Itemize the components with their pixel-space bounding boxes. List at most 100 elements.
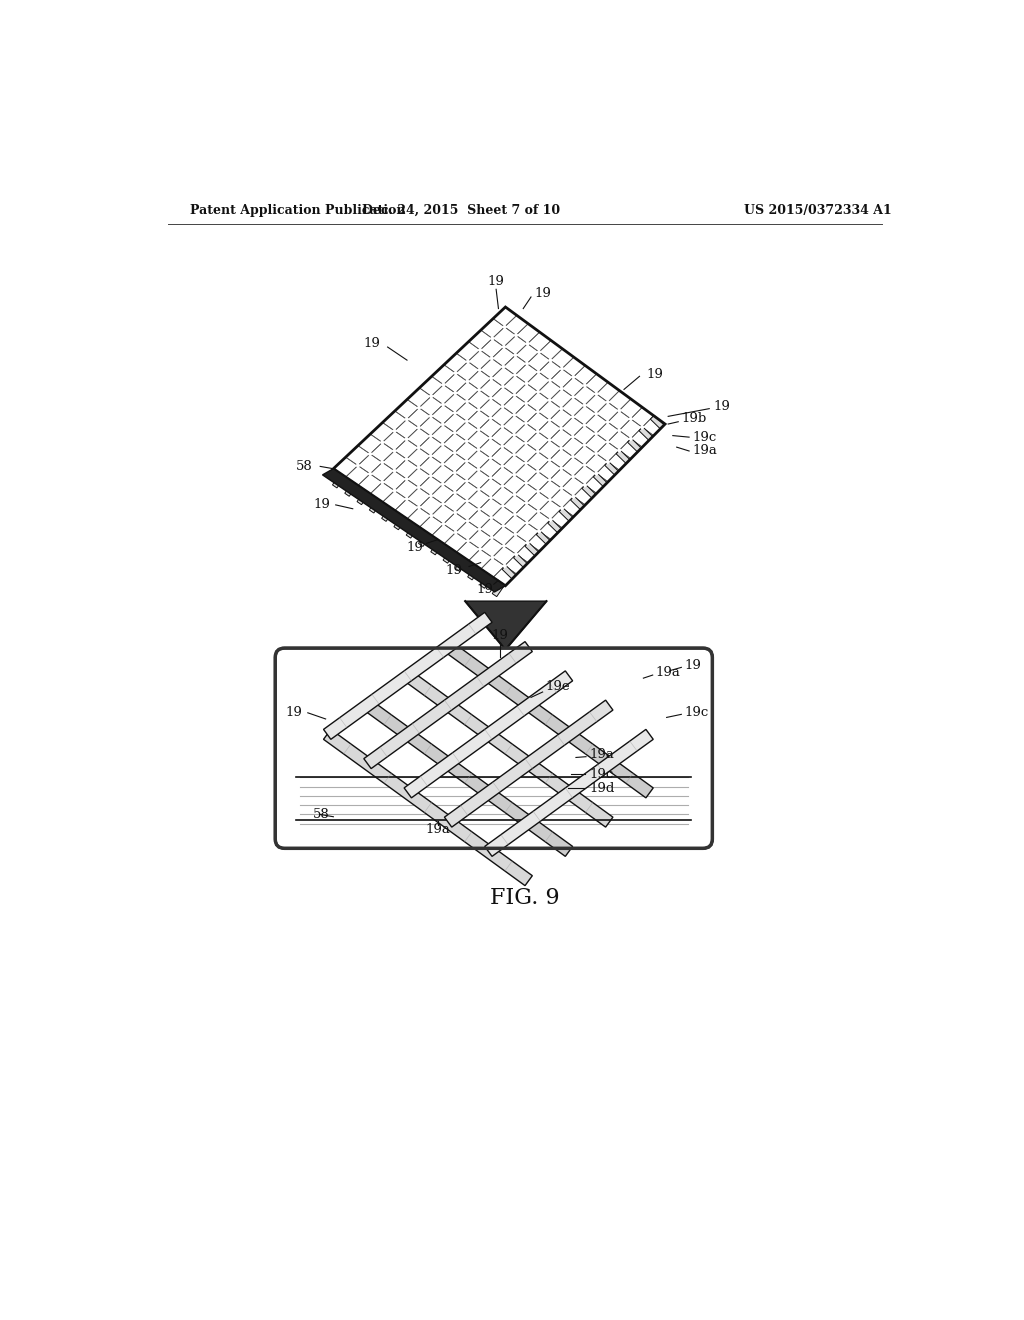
Polygon shape xyxy=(417,405,422,411)
Polygon shape xyxy=(440,401,445,408)
Polygon shape xyxy=(593,430,599,437)
Text: 19: 19 xyxy=(535,286,551,300)
Polygon shape xyxy=(444,642,653,797)
Text: 58: 58 xyxy=(312,808,329,821)
Polygon shape xyxy=(416,484,422,490)
Polygon shape xyxy=(536,469,541,474)
Polygon shape xyxy=(536,508,542,513)
Polygon shape xyxy=(324,612,493,739)
Polygon shape xyxy=(464,478,469,483)
Polygon shape xyxy=(431,540,443,554)
Polygon shape xyxy=(501,523,506,529)
Polygon shape xyxy=(547,378,553,383)
Polygon shape xyxy=(628,438,641,451)
Polygon shape xyxy=(476,426,481,433)
Polygon shape xyxy=(548,519,561,533)
Polygon shape xyxy=(594,471,599,477)
Polygon shape xyxy=(465,539,471,544)
Polygon shape xyxy=(605,440,610,445)
Polygon shape xyxy=(547,397,552,403)
Polygon shape xyxy=(547,417,552,422)
Polygon shape xyxy=(512,473,517,478)
Polygon shape xyxy=(364,642,532,768)
Polygon shape xyxy=(570,474,575,479)
Polygon shape xyxy=(465,601,547,649)
Polygon shape xyxy=(500,503,506,508)
Polygon shape xyxy=(487,475,494,480)
Polygon shape xyxy=(536,409,541,414)
Polygon shape xyxy=(468,565,480,579)
Polygon shape xyxy=(628,436,634,441)
Polygon shape xyxy=(616,408,622,413)
Polygon shape xyxy=(525,543,539,556)
Polygon shape xyxy=(502,565,516,579)
Polygon shape xyxy=(453,490,458,495)
Text: 19: 19 xyxy=(286,706,302,719)
Polygon shape xyxy=(419,532,431,546)
Text: FIG. 9: FIG. 9 xyxy=(490,887,559,908)
Polygon shape xyxy=(500,444,505,449)
Polygon shape xyxy=(513,333,519,338)
Polygon shape xyxy=(465,519,470,524)
Polygon shape xyxy=(524,500,529,506)
Polygon shape xyxy=(500,483,505,488)
Text: 19c: 19c xyxy=(684,706,709,719)
Polygon shape xyxy=(428,453,433,458)
Polygon shape xyxy=(582,442,587,447)
Polygon shape xyxy=(570,375,577,380)
Text: 19: 19 xyxy=(684,659,701,672)
Polygon shape xyxy=(501,345,507,350)
Polygon shape xyxy=(476,507,482,512)
Polygon shape xyxy=(524,360,529,366)
Polygon shape xyxy=(501,544,507,549)
Polygon shape xyxy=(537,350,542,355)
Polygon shape xyxy=(440,422,445,428)
Text: 19: 19 xyxy=(364,337,381,350)
Polygon shape xyxy=(417,504,422,510)
Polygon shape xyxy=(558,426,564,432)
Polygon shape xyxy=(480,574,493,589)
Text: 19e: 19e xyxy=(546,680,570,693)
Polygon shape xyxy=(452,430,458,436)
Text: 19: 19 xyxy=(407,541,423,554)
Polygon shape xyxy=(404,417,410,422)
Polygon shape xyxy=(536,488,541,494)
Polygon shape xyxy=(416,425,422,430)
Polygon shape xyxy=(464,458,469,463)
Polygon shape xyxy=(511,451,517,458)
Polygon shape xyxy=(547,457,552,462)
Polygon shape xyxy=(489,355,495,362)
Text: 19c: 19c xyxy=(589,768,613,781)
Polygon shape xyxy=(570,454,575,459)
Polygon shape xyxy=(404,496,410,502)
Text: 19d: 19d xyxy=(589,781,614,795)
Polygon shape xyxy=(428,494,433,499)
Polygon shape xyxy=(513,554,527,568)
Polygon shape xyxy=(368,471,373,477)
Polygon shape xyxy=(440,482,445,487)
Text: 19: 19 xyxy=(492,630,509,643)
Polygon shape xyxy=(488,495,494,500)
Polygon shape xyxy=(443,549,456,564)
Text: 19c: 19c xyxy=(692,430,717,444)
Polygon shape xyxy=(357,490,370,504)
Polygon shape xyxy=(487,455,494,461)
Polygon shape xyxy=(453,510,458,515)
Polygon shape xyxy=(465,379,470,384)
Text: 19: 19 xyxy=(445,564,462,577)
Polygon shape xyxy=(333,474,345,488)
Polygon shape xyxy=(513,352,518,358)
Text: 19: 19 xyxy=(646,367,664,380)
Polygon shape xyxy=(558,446,564,451)
Polygon shape xyxy=(582,462,588,467)
Text: 19a: 19a xyxy=(692,445,717,458)
Polygon shape xyxy=(535,429,541,434)
Polygon shape xyxy=(582,422,587,428)
Polygon shape xyxy=(570,395,575,400)
Polygon shape xyxy=(345,482,357,496)
Polygon shape xyxy=(428,473,433,479)
Polygon shape xyxy=(536,370,542,375)
Text: 19: 19 xyxy=(313,499,330,511)
Polygon shape xyxy=(489,535,495,540)
Polygon shape xyxy=(583,383,588,388)
